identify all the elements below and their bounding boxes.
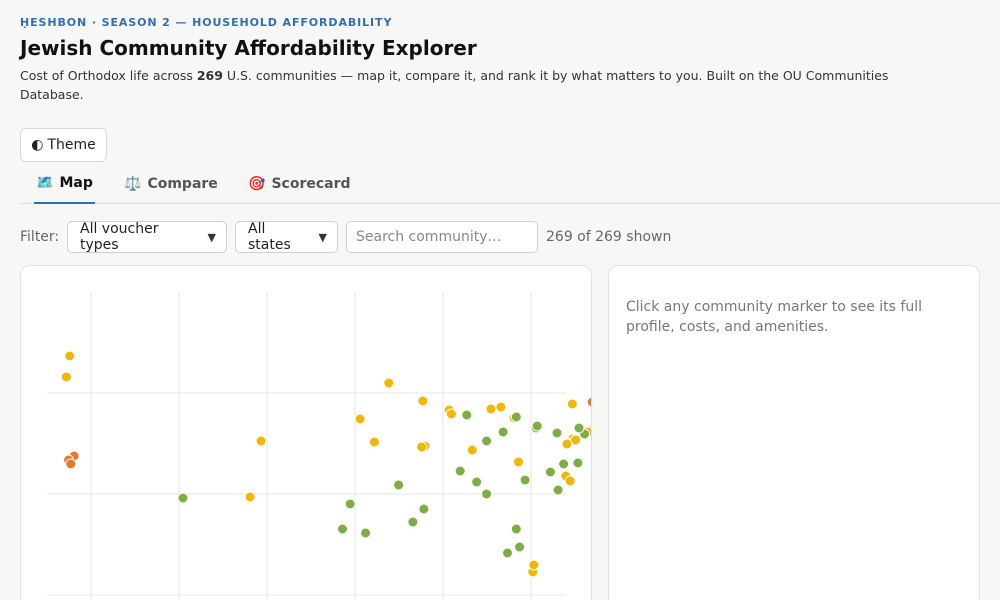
community-marker[interactable] [519, 474, 531, 486]
community-detail-panel: Click any community marker to see its fu… [608, 265, 980, 600]
community-marker[interactable] [502, 547, 513, 559]
tab-scorecard[interactable]: 🎯 Scorecard [246, 164, 353, 204]
community-marker[interactable] [570, 434, 582, 446]
community-marker[interactable] [552, 484, 564, 496]
tab-scorecard-label: Scorecard [271, 176, 351, 192]
community-marker[interactable] [368, 436, 380, 448]
scales-icon: ⚖️ [124, 176, 142, 192]
view-tabs: 🗺️ Map ⚖️ Compare 🎯 Scorecard [20, 164, 1000, 204]
tab-compare[interactable]: ⚖️ Compare [122, 164, 220, 204]
community-marker[interactable] [510, 523, 522, 535]
series-eyebrow: ḤESHBON · SEASON 2 — HOUSEHOLD AFFORDABI… [20, 16, 393, 29]
community-marker[interactable] [416, 441, 428, 453]
community-marker[interactable] [393, 479, 405, 491]
community-marker[interactable] [354, 413, 366, 425]
community-marker[interactable] [481, 488, 493, 500]
tab-compare-label: Compare [147, 176, 218, 192]
chevron-down-icon: ▼ [318, 230, 327, 244]
community-marker[interactable] [573, 422, 585, 434]
community-marker[interactable] [64, 350, 76, 362]
subtitle-text-after: U.S. communities — map it, compare it, a… [20, 68, 889, 102]
community-marker[interactable] [485, 403, 497, 415]
community-count: 269 [196, 68, 223, 83]
filter-label: Filter: [20, 229, 60, 245]
community-marker[interactable] [561, 438, 573, 450]
community-marker[interactable] [454, 465, 466, 477]
tab-map[interactable]: 🗺️ Map [34, 164, 95, 204]
community-marker[interactable] [337, 523, 348, 535]
community-marker[interactable] [383, 377, 395, 389]
community-marker[interactable] [461, 409, 473, 421]
community-marker[interactable] [255, 435, 267, 447]
map-canvas[interactable] [21, 266, 592, 600]
community-marker[interactable] [344, 498, 356, 510]
community-marker[interactable] [497, 426, 509, 438]
community-marker[interactable] [564, 475, 576, 487]
community-marker[interactable] [513, 456, 524, 468]
voucher-type-select[interactable]: All voucher types ▼ [67, 221, 227, 253]
community-marker[interactable] [551, 427, 563, 439]
state-value: All states [248, 221, 291, 253]
community-marker[interactable] [531, 420, 543, 432]
shown-count: 269 of 269 shown [546, 229, 672, 245]
community-marker[interactable] [177, 492, 189, 504]
page-subtitle: Cost of Orthodox life across 269 U.S. co… [20, 66, 940, 104]
community-marker[interactable] [558, 458, 570, 470]
community-marker[interactable] [514, 541, 526, 553]
community-marker[interactable] [566, 398, 578, 410]
community-search-input[interactable] [346, 221, 538, 253]
tab-map-label: Map [59, 175, 93, 191]
community-marker[interactable] [244, 491, 256, 503]
community-marker[interactable] [528, 559, 540, 571]
theme-button-label: Theme [47, 137, 96, 153]
community-marker[interactable] [65, 458, 77, 470]
community-marker[interactable] [60, 371, 72, 383]
voucher-type-value: All voucher types [80, 221, 159, 253]
state-select[interactable]: All states ▼ [235, 221, 338, 253]
community-marker[interactable] [360, 527, 372, 539]
chevron-down-icon: ▼ [207, 230, 216, 244]
community-map[interactable] [20, 265, 592, 600]
community-marker[interactable] [586, 396, 592, 408]
page-title: Jewish Community Affordability Explorer [20, 36, 477, 60]
community-marker[interactable] [418, 503, 430, 515]
community-marker[interactable] [471, 476, 483, 488]
target-icon: 🎯 [248, 176, 266, 192]
community-marker[interactable] [481, 435, 493, 447]
half-circle-icon: ◐ [31, 137, 44, 153]
theme-toggle-button[interactable]: ◐ Theme [20, 128, 107, 162]
community-marker[interactable] [466, 444, 478, 456]
community-marker[interactable] [495, 401, 507, 413]
community-marker[interactable] [572, 457, 584, 469]
community-marker[interactable] [510, 411, 522, 423]
community-marker[interactable] [445, 408, 457, 420]
map-icon: 🗺️ [36, 175, 54, 191]
subtitle-text-before: Cost of Orthodox life across [20, 68, 197, 83]
community-marker[interactable] [544, 466, 556, 478]
community-marker[interactable] [407, 516, 419, 528]
community-marker[interactable] [417, 395, 429, 407]
detail-hint: Click any community marker to see its fu… [626, 299, 922, 335]
